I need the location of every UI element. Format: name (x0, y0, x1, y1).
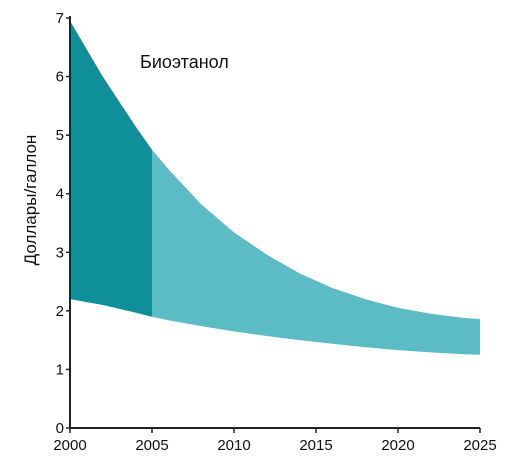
y-axis-label: Доллары/галлон (21, 135, 40, 266)
y-tick-label: 4 (56, 186, 64, 203)
chart-title: Биоэтанол (140, 52, 229, 72)
y-tick-label: 0 (56, 420, 64, 437)
historical-cost-band (70, 20, 152, 317)
tick-labels: 0 1 2 3 4 5 6 7 2000 2005 2010 2015 2020 2025 (53, 10, 496, 454)
cost-range-bands (70, 20, 480, 355)
y-tick-label: 2 (56, 303, 64, 320)
y-tick-label: 6 (56, 69, 64, 86)
y-tick-label: 1 (56, 361, 64, 378)
x-tick-label: 2020 (381, 437, 414, 454)
y-tick-label: 3 (56, 244, 64, 261)
x-tick-label: 2005 (135, 437, 168, 454)
x-tick-label: 2000 (53, 437, 86, 454)
y-tick-label: 5 (56, 127, 64, 144)
x-tick-label: 2015 (299, 437, 332, 454)
y-tick-label: 7 (56, 10, 64, 27)
x-tick-label: 2025 (463, 437, 496, 454)
x-tick-label: 2010 (217, 437, 250, 454)
axes (69, 16, 480, 429)
projected-cost-band (152, 149, 480, 355)
